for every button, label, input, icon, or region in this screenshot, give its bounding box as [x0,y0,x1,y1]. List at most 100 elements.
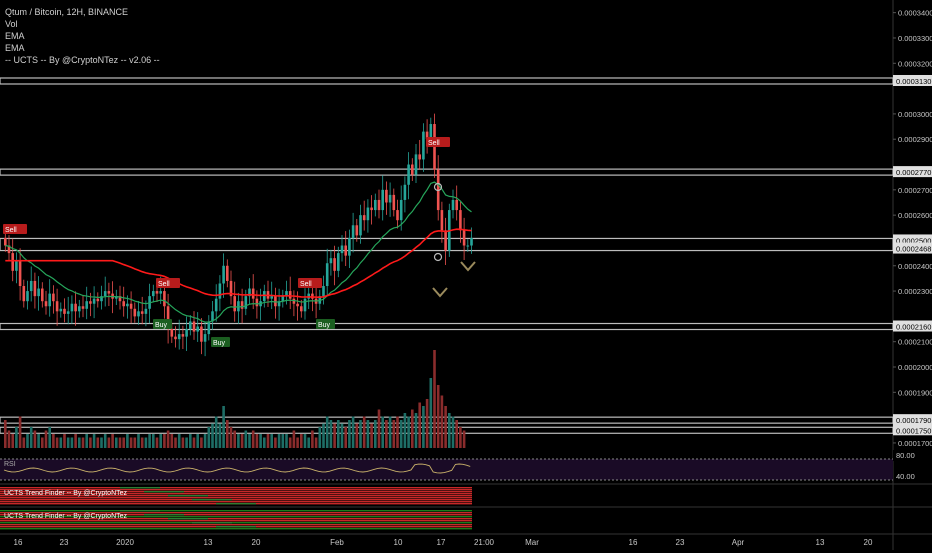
trend-strip-green [216,503,256,505]
candle-body [174,336,177,340]
trend-strip [0,514,472,516]
volume-bar [103,434,107,448]
candle-body [374,199,377,211]
volume-bar [233,430,236,448]
volume-bar [366,420,370,448]
volume-bar [89,437,92,448]
volume-bar [214,416,218,448]
candle-body [144,308,148,314]
ema-slow-line [5,228,472,298]
candle-body [170,329,174,337]
price-tick-label: 0.0003200 [898,59,932,68]
volume-bar [48,427,51,448]
trend-panel-label: UCTS Trend Finder -- By @CryptoNTez [4,490,128,497]
trend-strip [0,491,472,493]
volume-bar [311,430,314,448]
candle-body [366,207,370,221]
candle-body [78,306,81,312]
volume-bar [433,350,436,448]
volume-bar [307,437,310,448]
candle-body [4,237,7,246]
chart-legend: Qtum / Bitcoin, 12H, BINANCE Vol EMA EMA… [5,6,160,66]
candle-body [392,194,396,211]
volume-bar [148,434,151,448]
indicator-vol[interactable]: Vol [5,19,18,29]
indicator-ema-fast[interactable]: EMA [5,31,25,41]
sell-signal-badge: Sell [156,278,180,288]
volume-bar [170,434,174,448]
volume-bar [140,437,144,448]
candle-body [63,308,66,314]
volume-bar [448,413,451,448]
volume-bar [96,437,100,448]
candle-body [211,311,214,322]
rsi-line [3,463,471,474]
volume-bar [15,427,18,448]
level-label: 0.0001790 [896,416,931,425]
volume-bar [59,437,63,448]
candle-body [455,199,458,211]
candle-body [459,210,462,231]
chevron-down-icon [460,261,476,272]
volume-bar [126,434,129,448]
candle-body [233,296,236,312]
time-axis-label: 13 [816,538,825,547]
trend-strip [0,499,472,501]
volume-bar [11,434,14,448]
candle-body [18,260,22,287]
time-axis-label: 23 [676,538,685,547]
candle-body [137,311,140,317]
candle-body [248,288,251,297]
trend-strip-green [192,522,232,524]
trend-strip-green [216,526,256,528]
candle-body [403,184,407,200]
rsi-label: RSI [4,461,16,468]
candle-body [311,293,314,299]
indicator-ema-slow[interactable]: EMA [5,43,25,53]
price-tick-label: 0.0003400 [898,9,932,18]
volume-bar [344,427,347,448]
indicator-ucts[interactable]: -- UCTS -- By @CryptoNTez -- v2.06 -- [5,55,160,65]
volume-bar [425,399,429,448]
candle-body [292,298,296,304]
rsi-axis-label: 40.00 [896,472,915,481]
price-tick-label: 0.0002900 [898,135,932,144]
signal-badge-bg [316,319,335,329]
volume-bar [29,427,33,448]
level-label: 0.0001750 [896,426,931,435]
sell-signal-badge: Sell [3,224,27,234]
trend-strip [0,516,472,518]
volume-bar [288,437,292,448]
price-tick-label: 0.0002100 [898,338,932,347]
buy-signal-badge: Buy [153,319,172,329]
volume-bar [333,423,336,448]
volume-bar [137,434,140,448]
volume-bar [314,437,318,448]
volume-bar [144,437,148,448]
signal-label: Sell [300,281,312,288]
signal-badge-bg [3,224,27,234]
volume-bar [133,437,137,448]
volume-bar [422,406,425,448]
trend-strip-green [144,514,184,516]
candle-body [322,286,325,297]
volume-bar [381,416,384,448]
volume-bar [370,423,373,448]
volume-bar [122,437,125,448]
volume-bar [455,420,458,448]
volume-bar [118,437,122,448]
candle-body [411,164,414,175]
volume-bar [81,437,85,448]
volume-bar [285,434,288,448]
volume-bar [329,420,333,448]
volume-bar [251,430,255,448]
candle-body [189,321,192,330]
symbol-title[interactable]: Qtum / Bitcoin, 12H, BINANCE [5,7,129,17]
volume-bar [388,416,392,448]
rsi-axis-label: 80.00 [896,451,915,460]
candle-body [11,253,14,271]
signal-label: Sell [5,227,17,234]
volume-bar [229,427,233,448]
